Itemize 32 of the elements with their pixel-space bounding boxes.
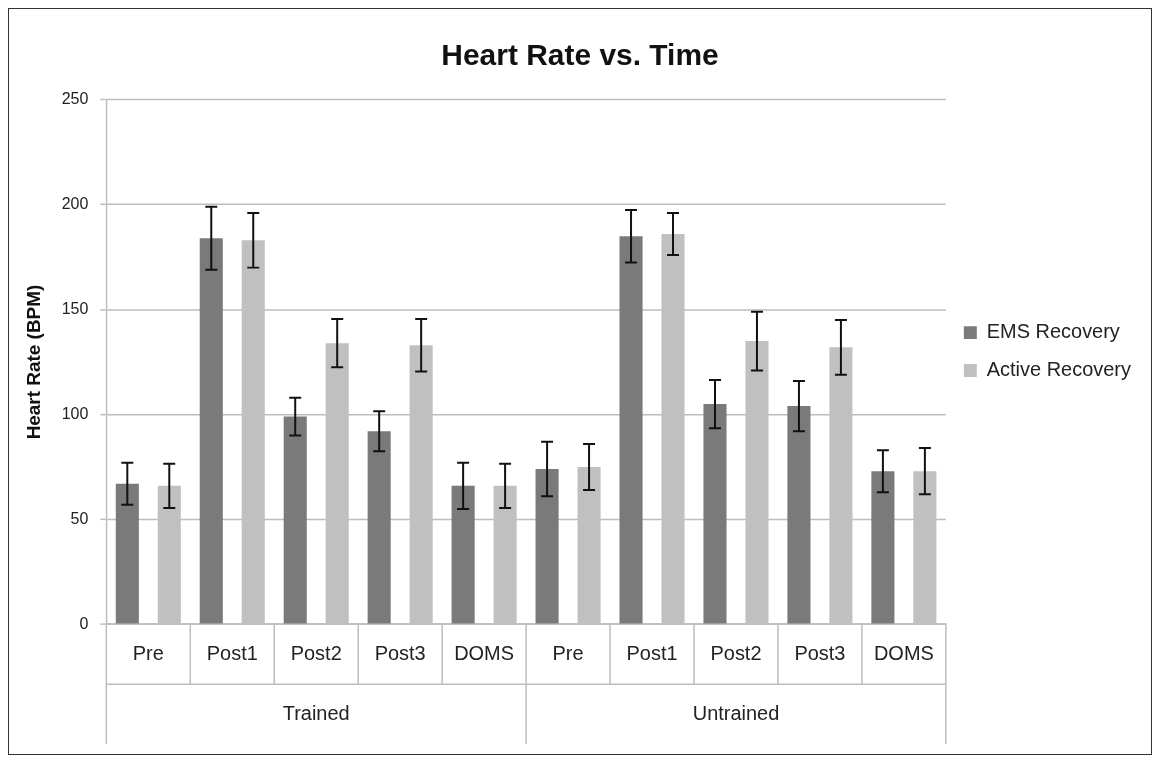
bar xyxy=(787,406,811,624)
bar xyxy=(367,431,391,624)
legend-label: Active Recovery xyxy=(986,358,1131,381)
bar xyxy=(619,236,643,624)
bar xyxy=(871,471,895,624)
text: Untrained xyxy=(692,701,780,724)
x-tick-label: Pre xyxy=(552,641,584,664)
x-tick-label: Post1 xyxy=(626,641,678,664)
y-axis-title: Heart Rate (BPM) xyxy=(22,284,44,440)
x-tick-label: Post2 xyxy=(710,641,762,664)
bar xyxy=(535,469,559,624)
bar xyxy=(115,483,139,624)
bar xyxy=(283,416,307,624)
y-tick-label: 100 xyxy=(61,404,89,422)
x-tick-label: Pre xyxy=(132,641,164,664)
y-tick-label: 0 xyxy=(79,614,89,632)
x-tick-label: Post3 xyxy=(794,641,846,664)
x-tick-label: Post3 xyxy=(374,641,426,664)
x-tick-label: DOMS xyxy=(873,641,934,664)
y-tick-label: 50 xyxy=(70,509,89,527)
bar xyxy=(703,404,727,624)
x-tick-label: Post2 xyxy=(290,641,342,664)
y-tick-label: 200 xyxy=(61,195,89,213)
x-tick-label: Post1 xyxy=(206,641,258,664)
legend-label: EMS Recovery xyxy=(986,320,1120,343)
y-tick-label: 250 xyxy=(61,90,89,108)
text: Trained xyxy=(282,701,350,724)
x-tick-label: DOMS xyxy=(454,641,515,664)
chart-title: Heart Rate vs. Time xyxy=(441,38,719,72)
bar xyxy=(199,238,223,624)
bar xyxy=(451,485,475,624)
y-tick-label: 150 xyxy=(61,299,89,317)
